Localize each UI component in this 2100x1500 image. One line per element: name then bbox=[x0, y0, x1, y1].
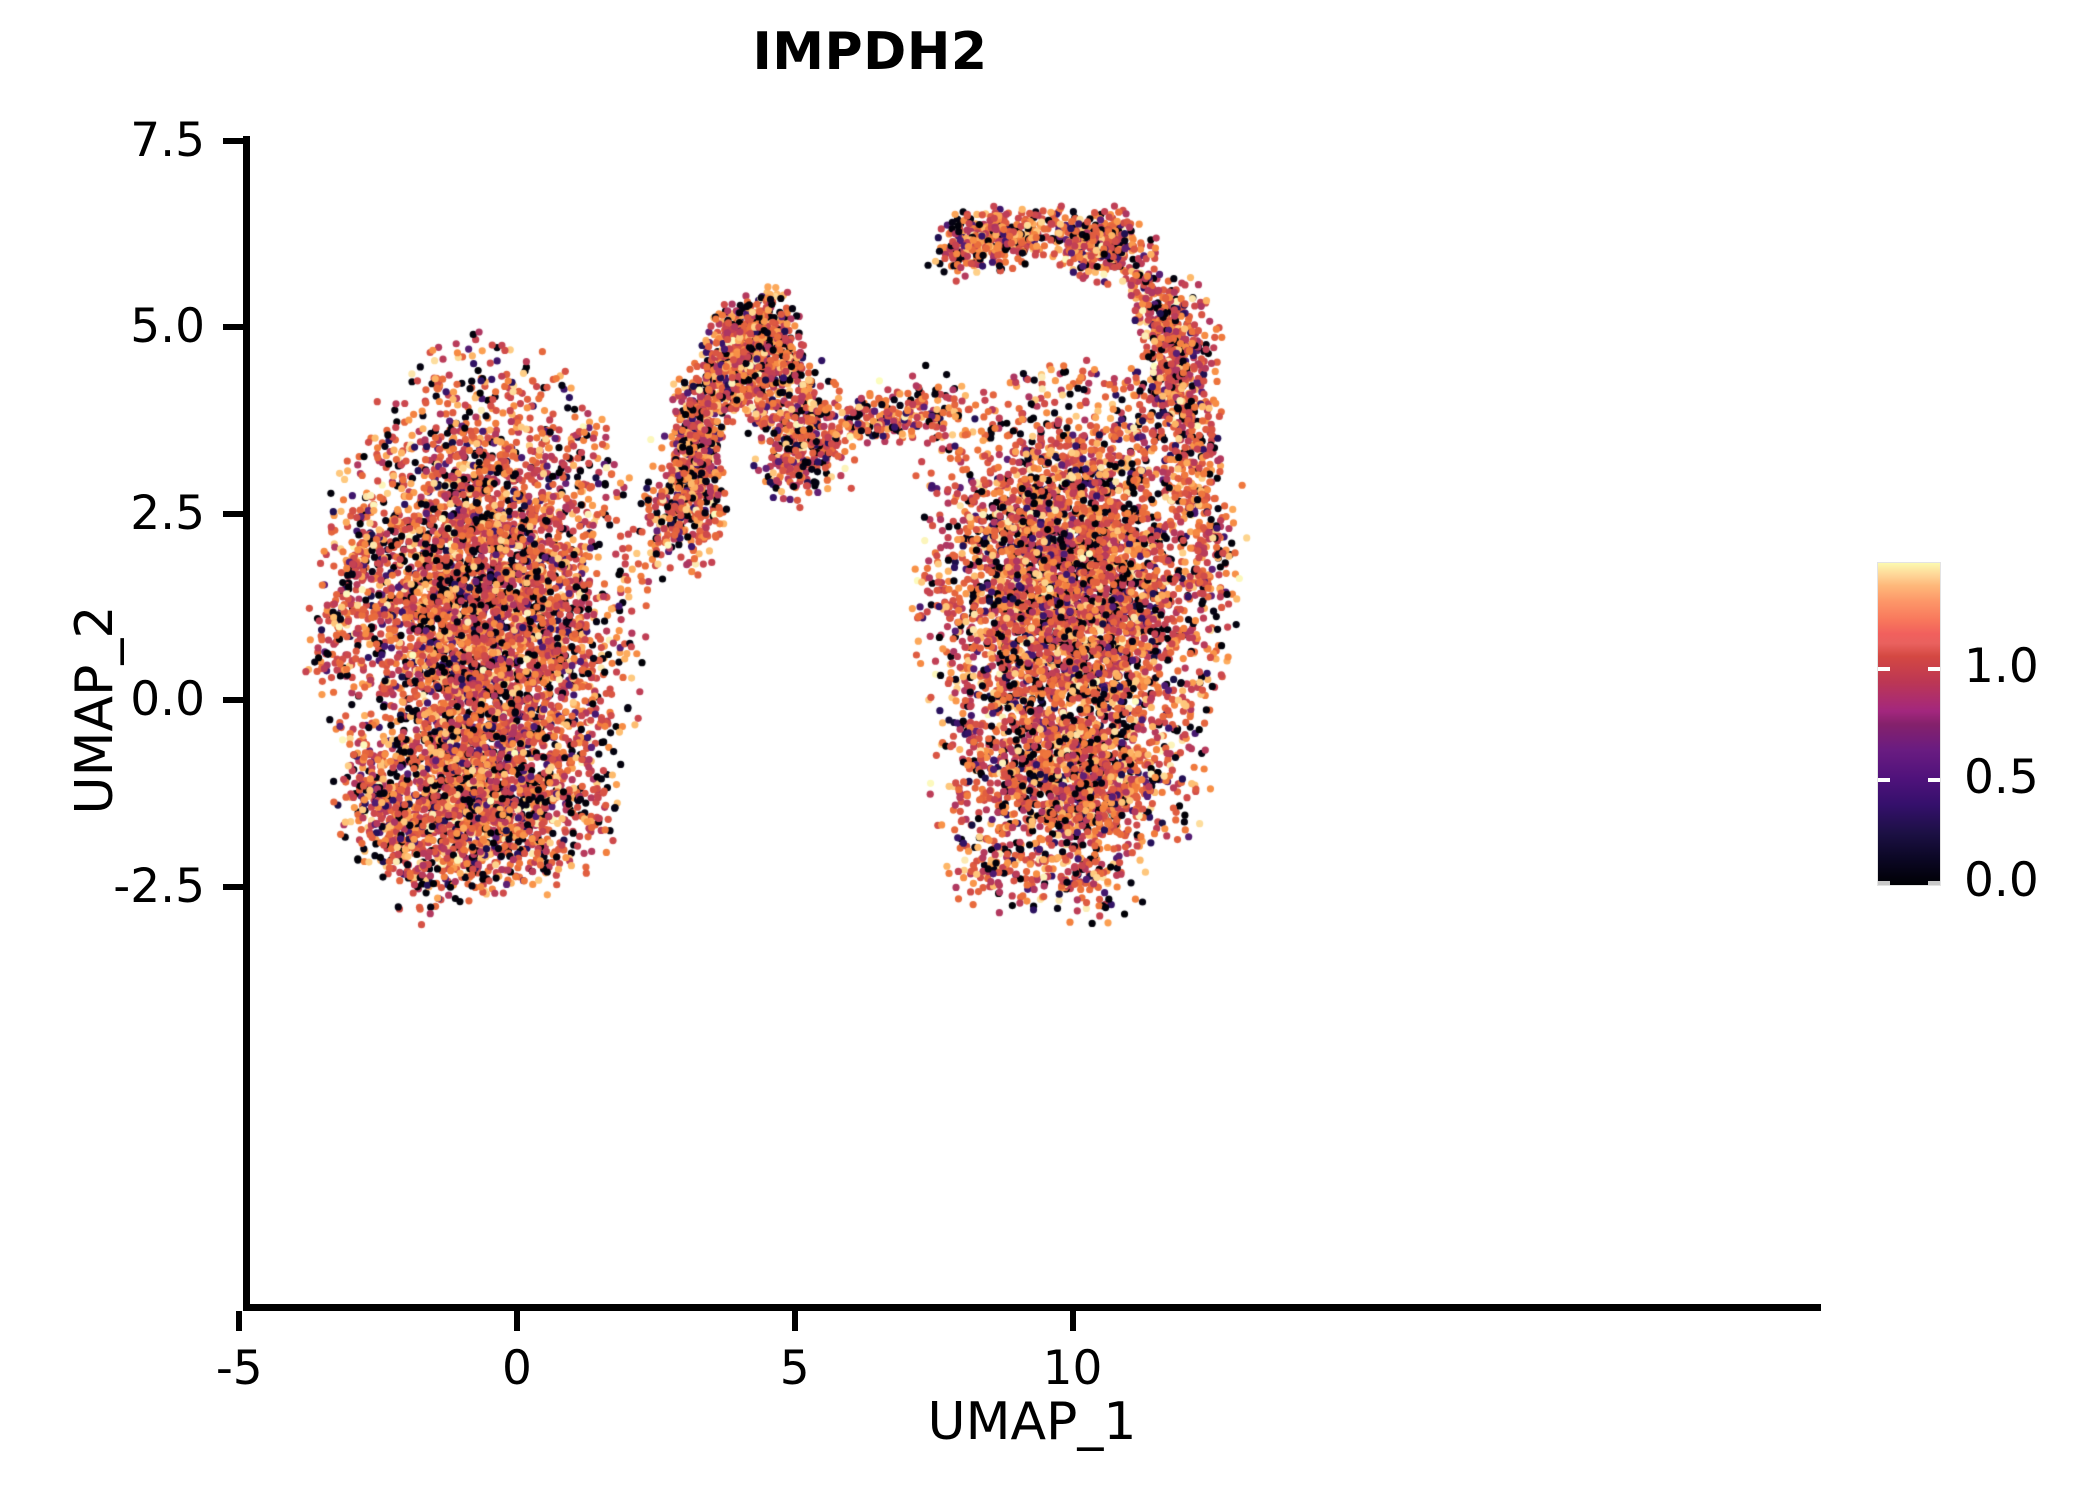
y-tick-label: 5.0 bbox=[130, 299, 205, 354]
colorbar-label-0: 0.0 bbox=[1964, 853, 2039, 908]
y-tick-label: -2.5 bbox=[113, 858, 205, 914]
y-axis-label: UMAP_2 bbox=[65, 605, 125, 815]
x-tick-label: -5 bbox=[215, 1341, 263, 1396]
colorbar-tick-05 bbox=[1878, 778, 1890, 782]
y-tick-mark bbox=[223, 324, 243, 330]
x-tick-label: 0 bbox=[502, 1341, 532, 1396]
x-tick-mark bbox=[791, 1311, 798, 1331]
colorbar-tick-1 bbox=[1878, 667, 1890, 671]
colorbar-tick-0-right bbox=[1928, 881, 1940, 885]
x-tick-label: 10 bbox=[1042, 1341, 1103, 1396]
colorbar-tick-0 bbox=[1878, 881, 1890, 885]
colorbar-tick-1-right bbox=[1928, 667, 1940, 671]
x-tick-mark bbox=[514, 1311, 520, 1331]
colorbar-gradient bbox=[1878, 563, 1940, 885]
x-tick-mark bbox=[1069, 1311, 1076, 1331]
y-tick-mark bbox=[223, 137, 243, 144]
colorbar: 1.0 0.5 0.0 bbox=[1878, 563, 2078, 904]
y-tick-mark bbox=[223, 697, 243, 703]
y-tick-mark bbox=[223, 510, 243, 517]
colorbar-tick-05-right bbox=[1928, 778, 1940, 782]
x-axis-label: UMAP_1 bbox=[927, 1392, 1137, 1452]
x-tick-label: 5 bbox=[779, 1341, 810, 1396]
y-tick-label: 0.0 bbox=[130, 672, 205, 727]
y-tick-label: 2.5 bbox=[130, 485, 205, 541]
y-tick-mark bbox=[223, 883, 243, 890]
colorbar-label-1: 1.0 bbox=[1964, 639, 2039, 694]
x-tick-mark bbox=[236, 1311, 243, 1331]
colorbar-label-05: 0.5 bbox=[1964, 750, 2039, 805]
y-tick-label: 7.5 bbox=[130, 112, 205, 168]
